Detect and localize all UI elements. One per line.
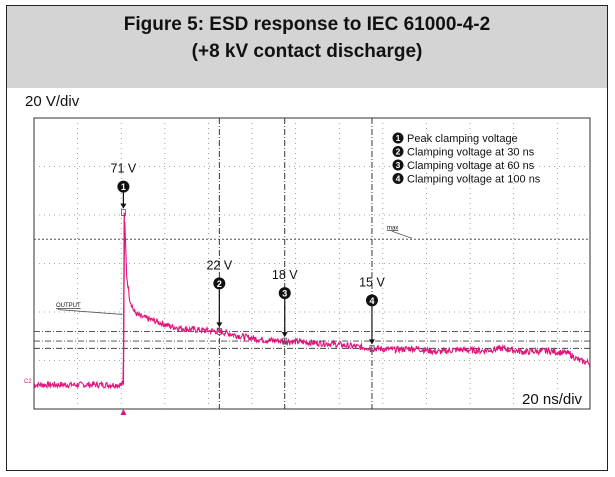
- output-trace: [33, 222, 591, 390]
- x-scale-label: 20 ns/div: [522, 391, 583, 408]
- trigger-marker: [120, 409, 127, 415]
- measure-point-4: [369, 344, 375, 352]
- measure-point-2: [216, 327, 222, 335]
- trace-layer: [33, 212, 591, 390]
- annotation-badge-1: [117, 180, 130, 193]
- legend-badge-num-4: 4: [396, 174, 401, 184]
- annotation-badge-2: [213, 277, 226, 290]
- measure-point-1: [120, 209, 126, 216]
- annotation-badge-num-2: 2: [217, 279, 222, 289]
- annotation-arrowhead-4: [368, 339, 375, 345]
- annotation-arrowhead-3: [281, 332, 288, 338]
- legend-badge-num-2: 2: [396, 147, 401, 157]
- figure-frame: Figure 5: ESD response to IEC 61000-4-2 …: [6, 5, 608, 471]
- annotation-badge-num-3: 3: [282, 289, 287, 299]
- grid: [33, 117, 591, 410]
- annotation-badge-num-1: 1: [121, 182, 126, 192]
- max-label-leader: [391, 230, 413, 239]
- figure-title-line2: (+8 kV contact discharge): [191, 41, 423, 62]
- annotation-value-4: 15 V: [359, 275, 385, 289]
- legend-text-2: Clamping voltage at 30 ns: [407, 147, 535, 159]
- annotation-layer: 71 V 1 22 V 2 18 V 3 15 V 4: [111, 162, 385, 352]
- annotation-value-3: 18 V: [272, 268, 298, 282]
- annotation-badge-3: [278, 287, 291, 300]
- legend-text-1: Peak clamping voltage: [407, 133, 518, 145]
- measure-point-3: [282, 337, 288, 345]
- annotation-value-1: 71 V: [111, 162, 137, 176]
- legend-badge-num-3: 3: [396, 160, 401, 170]
- trace-label: OUTPUT: [56, 303, 81, 309]
- annotation-badge-num-4: 4: [369, 296, 374, 306]
- annotation-value-2: 22 V: [206, 258, 232, 272]
- legend-text-3: Clamping voltage at 60 ns: [407, 160, 535, 172]
- trace-label-leader: [57, 309, 123, 315]
- legend: 1 Peak clamping voltage 2 Clamping voltage …: [392, 132, 541, 186]
- legend-badge-2: [392, 146, 404, 157]
- figure-header: Figure 5: ESD response to IEC 61000-4-2 …: [7, 6, 607, 88]
- legend-badge-3: [392, 159, 404, 171]
- max-label: max: [387, 225, 398, 231]
- legend-badge-4: [392, 173, 404, 184]
- annotation-arrowhead-1: [120, 203, 127, 209]
- channel-label: C2: [24, 379, 32, 385]
- figure-title-line1: Figure 5: ESD response to IEC 61000-4-2: [123, 14, 491, 35]
- output-trace-edge: [122, 212, 125, 385]
- legend-text-4: Clamping voltage at 100 ns: [407, 174, 541, 186]
- legend-badge-num-1: 1: [396, 133, 401, 143]
- annotation-badge-4: [365, 294, 378, 307]
- annotation-arrowhead-2: [216, 322, 223, 328]
- legend-badge-1: [392, 132, 404, 144]
- y-scale-label: 20 V/div: [25, 93, 80, 110]
